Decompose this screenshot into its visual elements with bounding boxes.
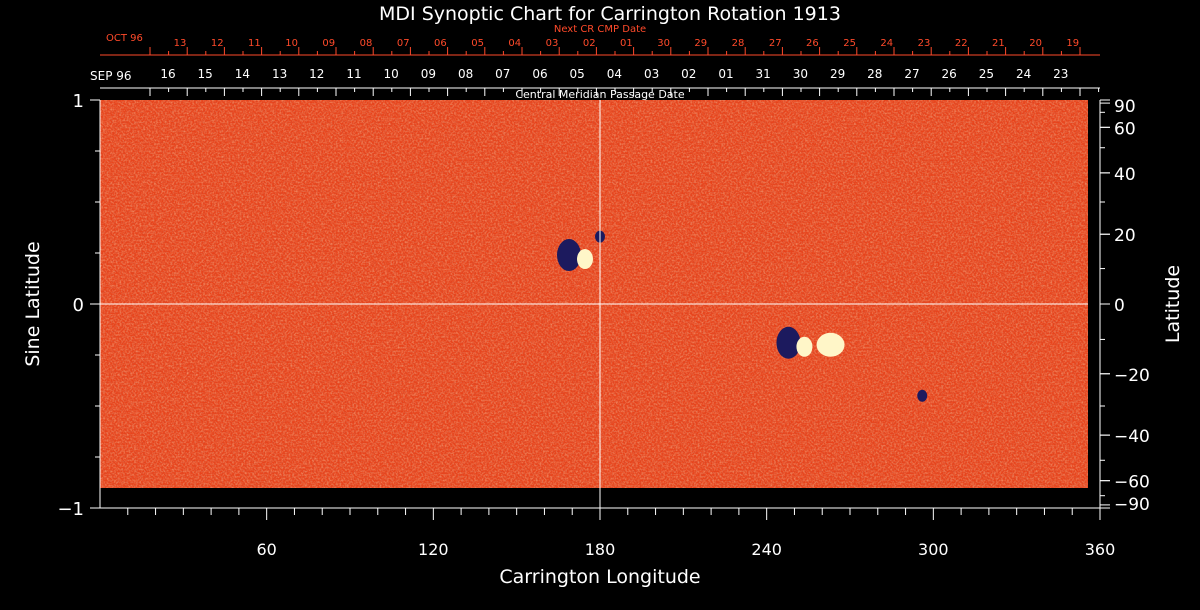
mid-date-label: 12 — [309, 67, 324, 81]
mid-date-label: 26 — [942, 67, 957, 81]
y-axis-right-label: Latitude — [1162, 265, 1184, 343]
mid-date-label: 05 — [570, 67, 585, 81]
top-date-label: 13 — [174, 38, 187, 49]
mid-date-label: 27 — [904, 67, 919, 81]
y-right-tick-label: −90 — [1114, 495, 1150, 515]
top-date-label: 06 — [434, 38, 447, 49]
mid-date-label: 29 — [830, 67, 845, 81]
mid-date-label: 30 — [793, 67, 808, 81]
top-date-label: 21 — [992, 38, 1005, 49]
top-date-label: 08 — [360, 38, 373, 49]
top-date-label: 19 — [1066, 38, 1079, 49]
mid-date-label: 24 — [1016, 67, 1031, 81]
top-date-label: 01 — [620, 38, 633, 49]
mid-date-label: 07 — [495, 67, 510, 81]
x-tick-label: 240 — [751, 540, 782, 559]
active-region-negative — [917, 389, 928, 402]
top-date-label: 20 — [1029, 38, 1042, 49]
active-region-positive — [577, 249, 593, 270]
mid-date-label: 23 — [1053, 67, 1068, 81]
mid-date-label: 04 — [607, 67, 622, 81]
top-date-label: 03 — [546, 38, 559, 49]
active-region-negative — [557, 239, 581, 272]
y-right-tick-label: 60 — [1114, 119, 1136, 139]
mid-date-label: 28 — [867, 67, 882, 81]
active-regions — [100, 230, 1088, 507]
x-tick-label: 120 — [418, 540, 449, 559]
top-date-label: 04 — [508, 38, 521, 49]
y-left-tick-label: −1 — [57, 499, 84, 520]
axis-ticks: 60 120 180 240 300 36010−1906040200−20−40−60−… — [57, 38, 1149, 559]
mid-date-label: 14 — [235, 67, 250, 81]
top-date-label: 25 — [843, 38, 856, 49]
mid-date-label: 16 — [160, 67, 175, 81]
top-date-label: 10 — [285, 38, 298, 49]
chart-title: MDI Synoptic Chart for Carrington Rotati… — [379, 3, 841, 25]
y-right-tick-label: 20 — [1114, 226, 1136, 246]
polar-gap-band — [100, 490, 1088, 507]
y-right-tick-label: 90 — [1114, 97, 1136, 117]
active-region-positive — [796, 336, 813, 357]
y-axis-left-label: Sine Latitude — [22, 241, 44, 366]
mid-date-label: 25 — [979, 67, 994, 81]
top-axis-month: OCT 96 — [106, 33, 143, 44]
mid-date-label: 13 — [272, 67, 287, 81]
mid-axis-month: SEP 96 — [90, 69, 132, 83]
y-right-tick-label: 0 — [1114, 296, 1125, 316]
active-region-negative — [776, 326, 801, 359]
active-region-positive — [816, 332, 845, 357]
top-date-label: 24 — [880, 38, 893, 49]
top-date-label: 09 — [322, 38, 335, 49]
mid-date-label: 03 — [644, 67, 659, 81]
magnetogram-map — [100, 100, 1088, 507]
mid-date-label: 31 — [756, 67, 771, 81]
top-date-label: 02 — [583, 38, 596, 49]
x-tick-label: 360 — [1085, 540, 1116, 559]
mid-date-label: 08 — [458, 67, 473, 81]
mid-date-label: 11 — [346, 67, 361, 81]
top-date-label: 28 — [732, 38, 745, 49]
top-date-label: 05 — [471, 38, 484, 49]
x-tick-label: 180 — [585, 540, 616, 559]
top-date-label: 27 — [769, 38, 782, 49]
top-date-label: 26 — [806, 38, 819, 49]
top-date-label: 22 — [955, 38, 968, 49]
mid-date-label: 06 — [532, 67, 547, 81]
top-axis-label: Next CR CMP Date — [554, 24, 646, 35]
x-tick-label: 300 — [918, 540, 949, 559]
top-date-label: 12 — [211, 38, 224, 49]
top-date-label: 30 — [657, 38, 670, 49]
top-date-label: 07 — [397, 38, 410, 49]
top-date-label: 11 — [248, 38, 261, 49]
x-axis-label: Carrington Longitude — [499, 566, 700, 588]
y-left-tick-label: 1 — [73, 91, 84, 112]
y-right-tick-label: 40 — [1114, 165, 1136, 185]
mid-date-label: 15 — [198, 67, 213, 81]
mid-date-label: 10 — [384, 67, 399, 81]
top-date-label: 29 — [694, 38, 707, 49]
mid-axis-label: Central Meridian Passage Date — [515, 88, 684, 101]
y-right-tick-label: −20 — [1114, 366, 1150, 386]
top-date-label: 23 — [918, 38, 931, 49]
mid-date-label: 09 — [421, 67, 436, 81]
x-tick-label: 60 — [256, 540, 276, 559]
mid-date-label: 02 — [681, 67, 696, 81]
mid-date-label: 01 — [718, 67, 733, 81]
map-texture-dark — [100, 100, 1088, 488]
y-left-tick-label: 0 — [73, 295, 84, 316]
y-right-tick-label: −40 — [1114, 427, 1150, 447]
y-right-tick-label: −60 — [1114, 473, 1150, 493]
